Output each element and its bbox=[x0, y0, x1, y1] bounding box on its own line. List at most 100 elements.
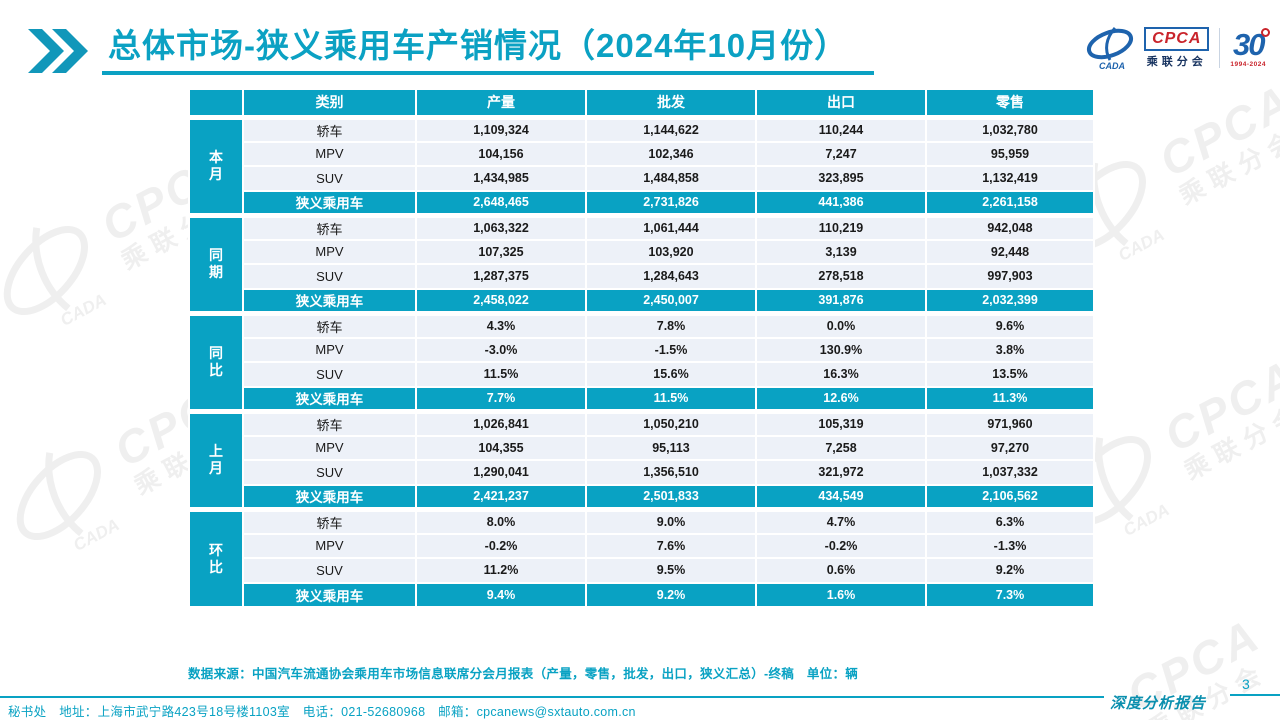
value-cell: 130.9% bbox=[755, 336, 927, 363]
category-cell: 轿车 bbox=[242, 212, 417, 241]
value-cell: 3,139 bbox=[755, 238, 927, 265]
category-cell: SUV bbox=[242, 361, 417, 388]
value-cell: 1,032,780 bbox=[925, 114, 1095, 143]
summary-cell: 2,421,237 bbox=[415, 483, 587, 510]
category-cell: MPV bbox=[242, 140, 417, 167]
column-header-0: 类别 bbox=[242, 88, 417, 118]
summary-cell: 狭义乘用车 bbox=[242, 483, 417, 510]
anniversary-ring-icon bbox=[1261, 27, 1270, 37]
svg-text:CADA: CADA bbox=[57, 290, 109, 330]
summary-cell: 9.4% bbox=[415, 581, 587, 608]
cada-swoosh-icon: CADA bbox=[1087, 26, 1134, 71]
table-row: SUV 11.2% 9.5% 0.6% 9.2% bbox=[189, 557, 1095, 584]
category-cell: MPV bbox=[242, 532, 417, 559]
value-cell: 1,290,041 bbox=[415, 459, 587, 486]
table-row: MPV 104,355 95,113 7,258 97,270 bbox=[189, 434, 1095, 461]
value-cell: 1,026,841 bbox=[415, 408, 587, 437]
value-cell: 9.2% bbox=[925, 557, 1095, 584]
summary-cell: 434,549 bbox=[755, 483, 927, 510]
data-source-note: 数据来源：中国汽车流通协会乘用车市场信息联席分会月报表（产量，零售，批发，出口，… bbox=[188, 667, 859, 681]
summary-row: 狭义乘用车 9.4% 9.2% 1.6% 7.3% bbox=[189, 581, 1095, 608]
summary-cell: 2,450,007 bbox=[585, 287, 757, 314]
double-chevron-icon bbox=[28, 29, 88, 78]
page-title: 总体市场-狭义乘用车产销情况（2024年10月份） bbox=[102, 26, 875, 76]
group-label: 同期 bbox=[188, 212, 244, 314]
value-cell: 92,448 bbox=[925, 238, 1095, 265]
value-cell: 7.8% bbox=[585, 310, 757, 339]
value-cell: 1,061,444 bbox=[585, 212, 757, 241]
value-cell: 102,346 bbox=[585, 140, 757, 167]
cpca-subtitle: 乘联分会 bbox=[1146, 56, 1207, 68]
value-cell: 95,113 bbox=[585, 434, 757, 461]
cpca-text: CPCA bbox=[1144, 27, 1210, 51]
footer-divider bbox=[0, 696, 1104, 698]
table-row: MPV -0.2% 7.6% -0.2% -1.3% bbox=[189, 532, 1095, 559]
summary-cell: 441,386 bbox=[755, 189, 927, 216]
summary-cell: 2,501,833 bbox=[585, 483, 757, 510]
value-cell: 13.5% bbox=[925, 361, 1095, 388]
summary-cell: 狭义乘用车 bbox=[242, 189, 417, 216]
value-cell: 4.3% bbox=[415, 310, 587, 339]
category-cell: 轿车 bbox=[242, 506, 417, 535]
value-cell: 16.3% bbox=[755, 361, 927, 388]
value-cell: -0.2% bbox=[415, 532, 587, 559]
category-cell: 轿车 bbox=[242, 408, 417, 437]
corner-cell bbox=[188, 88, 244, 118]
table-row: SUV 1,290,041 1,356,510 321,972 1,037,332 bbox=[189, 459, 1095, 486]
summary-cell: 1.6% bbox=[755, 581, 927, 608]
page-number: 3 bbox=[1242, 676, 1250, 692]
summary-cell: 狭义乘用车 bbox=[242, 287, 417, 314]
value-cell: 1,356,510 bbox=[585, 459, 757, 486]
table-row: MPV -3.0% -1.5% 130.9% 3.8% bbox=[189, 336, 1095, 363]
cpca-wordmark: CPCA 乘联分会 bbox=[1144, 27, 1210, 69]
summary-cell: 2,648,465 bbox=[415, 189, 587, 216]
category-cell: 轿车 bbox=[242, 114, 417, 143]
value-cell: -3.0% bbox=[415, 336, 587, 363]
value-cell: -1.3% bbox=[925, 532, 1095, 559]
summary-cell: 2,731,826 bbox=[585, 189, 757, 216]
value-cell: 95,959 bbox=[925, 140, 1095, 167]
summary-cell: 狭义乘用车 bbox=[242, 385, 417, 412]
table-row: MPV 104,156 102,346 7,247 95,959 bbox=[189, 140, 1095, 167]
summary-cell: 2,261,158 bbox=[925, 189, 1095, 216]
summary-row: 狭义乘用车 2,648,465 2,731,826 441,386 2,261,158 bbox=[189, 189, 1095, 216]
logo-divider bbox=[1219, 28, 1221, 68]
table-row: 同期轿车 1,063,322 1,061,444 110,219 942,048 bbox=[188, 212, 1095, 314]
table-row: SUV 11.5% 15.6% 16.3% 13.5% bbox=[189, 361, 1095, 388]
column-header-2: 批发 bbox=[585, 88, 757, 118]
summary-row: 狭义乘用车 7.7% 11.5% 12.6% 11.3% bbox=[189, 385, 1095, 412]
value-cell: 0.6% bbox=[755, 557, 927, 584]
category-cell: SUV bbox=[242, 165, 417, 192]
value-cell: 9.6% bbox=[925, 310, 1095, 339]
summary-row: 狭义乘用车 2,458,022 2,450,007 391,876 2,032,399 bbox=[189, 287, 1095, 314]
slide-header: 总体市场-狭义乘用车产销情况（2024年10月份） bbox=[28, 26, 875, 78]
value-cell: -0.2% bbox=[755, 532, 927, 559]
category-cell: 轿车 bbox=[242, 310, 417, 339]
value-cell: 1,132,419 bbox=[925, 165, 1095, 192]
value-cell: 971,960 bbox=[925, 408, 1095, 437]
summary-cell: 11.3% bbox=[925, 385, 1095, 412]
value-cell: 278,518 bbox=[755, 263, 927, 290]
cada-swoosh-watermark-icon: CADA bbox=[16, 450, 123, 555]
value-cell: 8.0% bbox=[415, 506, 587, 535]
summary-cell: 7.7% bbox=[415, 385, 587, 412]
summary-cell: 391,876 bbox=[755, 287, 927, 314]
value-cell: 7.6% bbox=[585, 532, 757, 559]
value-cell: 15.6% bbox=[585, 361, 757, 388]
report-series-label: 深度分析报告 bbox=[1110, 694, 1207, 712]
value-cell: 97,270 bbox=[925, 434, 1095, 461]
value-cell: 104,156 bbox=[415, 140, 587, 167]
value-cell: 1,484,858 bbox=[585, 165, 757, 192]
summary-cell: 9.2% bbox=[585, 581, 757, 608]
value-cell: 105,319 bbox=[755, 408, 927, 437]
value-cell: 321,972 bbox=[755, 459, 927, 486]
value-cell: 1,063,322 bbox=[415, 212, 587, 241]
value-cell: 7,258 bbox=[755, 434, 927, 461]
value-cell: 1,287,375 bbox=[415, 263, 587, 290]
value-cell: 11.2% bbox=[415, 557, 587, 584]
value-cell: 3.8% bbox=[925, 336, 1095, 363]
value-cell: 110,244 bbox=[755, 114, 927, 143]
category-cell: SUV bbox=[242, 263, 417, 290]
table-header-row: 类别 产量 批发 出口 零售 bbox=[188, 88, 1095, 118]
